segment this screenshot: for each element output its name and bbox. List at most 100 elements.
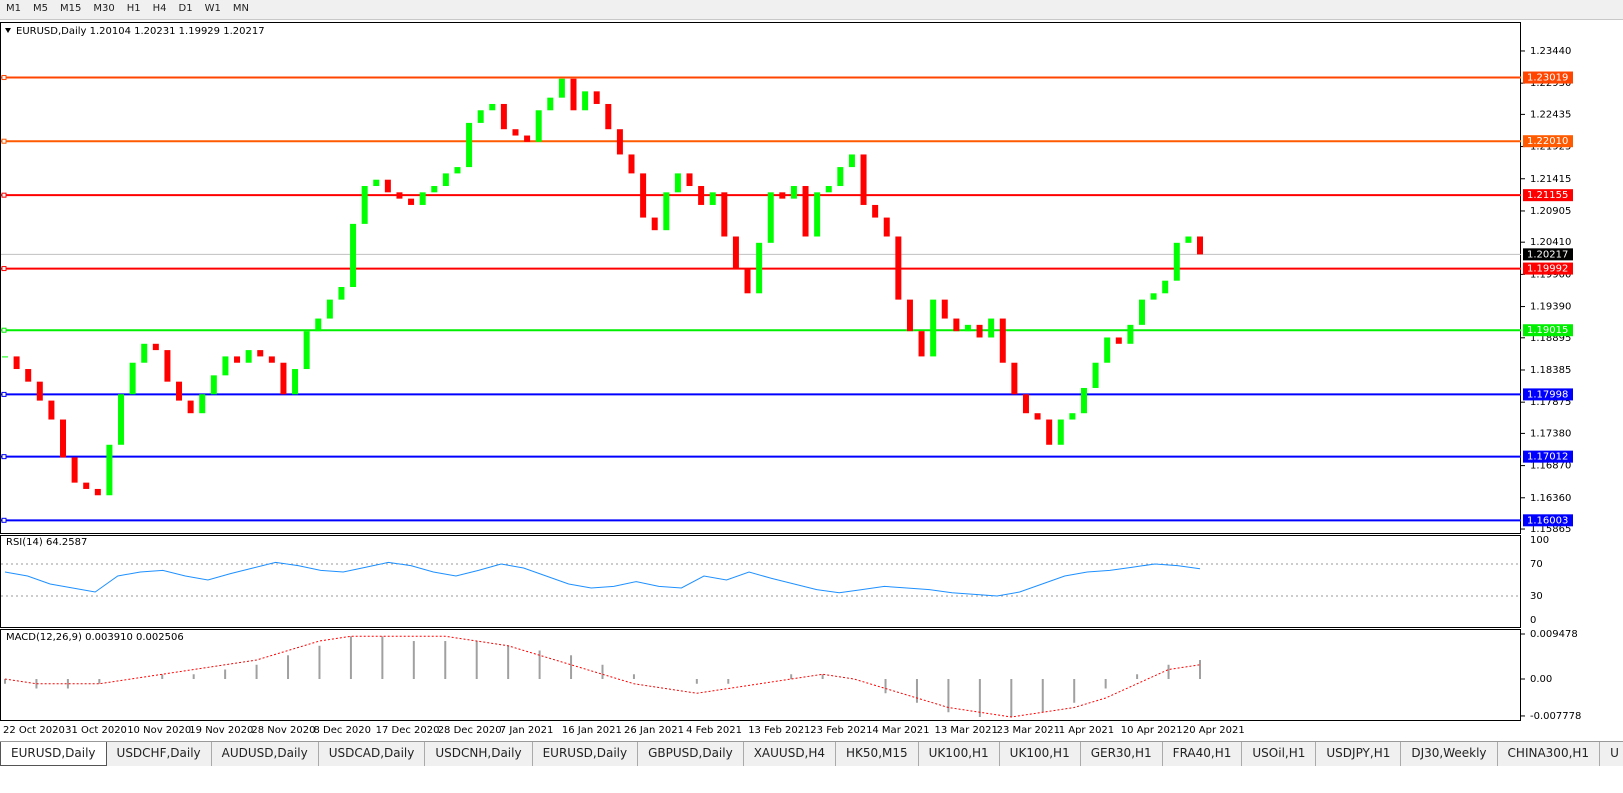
candle xyxy=(953,318,960,332)
timeframe-button[interactable]: H4 xyxy=(152,3,167,14)
candle xyxy=(83,482,90,489)
x-tick-label: 31 Oct 2020 xyxy=(65,725,127,736)
candle xyxy=(1138,299,1145,325)
timeframe-button[interactable]: M15 xyxy=(60,3,82,14)
timeframe-button[interactable]: M5 xyxy=(33,3,48,14)
level-handle xyxy=(1,327,7,333)
candle xyxy=(71,457,78,483)
candle xyxy=(779,192,786,199)
macd-frame xyxy=(0,629,1521,721)
candle xyxy=(141,343,148,363)
candle xyxy=(373,179,380,187)
y-tick-label: 1.17875 xyxy=(1530,397,1571,408)
chart-tab[interactable]: AUDUSD,Daily xyxy=(212,742,319,766)
candle xyxy=(547,97,554,111)
candle xyxy=(605,103,612,130)
candle xyxy=(384,179,391,193)
candle xyxy=(13,356,20,370)
chart-tab[interactable]: DJ30,Weekly xyxy=(1401,742,1498,766)
candle xyxy=(431,186,438,193)
candle xyxy=(1127,324,1134,344)
y-tick-label: 1.22435 xyxy=(1530,109,1571,120)
x-tick-label: 4 Feb 2021 xyxy=(686,725,742,736)
chart-tab[interactable]: USDCHF,Daily xyxy=(107,742,212,766)
chart-tab[interactable]: USOil,H1 xyxy=(1242,742,1317,766)
candle xyxy=(419,192,426,205)
timeframe-button[interactable]: M30 xyxy=(93,3,115,14)
level-label: 1.19992 xyxy=(1527,264,1568,275)
y-tick-label: 1.22930 xyxy=(1530,78,1571,89)
candle xyxy=(628,154,635,174)
candle xyxy=(25,369,32,382)
x-tick-label: 7 Jan 2021 xyxy=(500,725,554,736)
candle xyxy=(1104,337,1111,363)
timeframe-button[interactable]: M1 xyxy=(6,3,21,14)
candle xyxy=(396,192,403,199)
chart-tab[interactable]: FRA40,H1 xyxy=(1163,742,1243,766)
candle xyxy=(500,103,507,130)
candle xyxy=(466,122,473,168)
timeframe-button[interactable]: D1 xyxy=(178,3,193,14)
candle xyxy=(361,186,368,224)
candle xyxy=(152,343,159,351)
y-tick-label: 1.17380 xyxy=(1530,428,1571,439)
level-label: 1.23019 xyxy=(1527,73,1568,84)
chart-tab[interactable]: UK100,H1 xyxy=(919,742,1000,766)
y-tick-label: 1.23440 xyxy=(1530,46,1571,57)
x-tick-label: 22 Oct 2020 xyxy=(3,725,65,736)
level-handle xyxy=(1,138,7,144)
candle xyxy=(257,350,264,357)
candle xyxy=(593,91,600,104)
macd-tick-label: 0.00 xyxy=(1530,674,1552,685)
x-tick-label: 4 Mar 2021 xyxy=(872,725,929,736)
timeframe-button[interactable]: MN xyxy=(232,3,249,14)
chart-tab[interactable]: HK50,M15 xyxy=(836,742,919,766)
candle xyxy=(164,350,171,382)
timeframe-button[interactable]: W1 xyxy=(204,3,221,14)
chart-tab[interactable]: XAUUSD,H4 xyxy=(744,742,837,766)
candle xyxy=(570,78,577,111)
chart-tab[interactable]: USDCNH,Daily xyxy=(425,742,533,766)
chart-tab[interactable]: UK100,H1 xyxy=(1000,742,1081,766)
candle xyxy=(245,350,252,363)
x-tick-label: 20 Apr 2021 xyxy=(1183,725,1245,736)
y-tick-label: 1.20410 xyxy=(1530,237,1571,248)
chart-tab[interactable]: CHINA300,H1 xyxy=(1498,742,1601,766)
candle xyxy=(558,78,565,98)
candle xyxy=(732,236,739,269)
chart-tab[interactable]: GER30,H1 xyxy=(1081,742,1163,766)
level-box xyxy=(1523,71,1573,84)
candle xyxy=(999,318,1006,363)
chart-tab[interactable]: EURUSD,Daily xyxy=(533,742,639,766)
candle xyxy=(442,173,449,187)
candle xyxy=(199,394,206,414)
level-box xyxy=(1523,262,1573,275)
x-tick-label: 17 Dec 2020 xyxy=(376,725,440,736)
candle xyxy=(883,217,890,237)
candle xyxy=(1046,419,1053,445)
candle xyxy=(825,186,832,193)
candle xyxy=(303,331,310,370)
rsi-tick-label: 70 xyxy=(1530,559,1543,570)
candle xyxy=(280,362,287,395)
chart-tab[interactable]: USDCAD,Daily xyxy=(319,742,426,766)
chart-tab[interactable]: GBPUSD,Daily xyxy=(638,742,744,766)
chart-tab[interactable]: EURUSD,Daily xyxy=(0,742,107,766)
candle xyxy=(964,324,971,332)
level-box xyxy=(1523,135,1573,148)
candle xyxy=(1022,394,1029,414)
candle xyxy=(988,318,995,338)
timeframe-button[interactable]: H1 xyxy=(126,3,141,14)
candle xyxy=(1150,293,1157,300)
level-box xyxy=(1523,189,1573,202)
candle xyxy=(1069,413,1076,420)
chart-tab[interactable]: U xyxy=(1600,742,1623,766)
level-box xyxy=(1523,450,1573,463)
chart-tab[interactable]: USDJPY,H1 xyxy=(1316,742,1402,766)
macd-tick-label: 0.009478 xyxy=(1530,629,1578,640)
y-tick-label: 1.18895 xyxy=(1530,333,1571,344)
y-tick-label: 1.16360 xyxy=(1530,493,1571,504)
candle xyxy=(408,198,415,205)
chart-header: EURUSD,Daily 1.20104 1.20231 1.19929 1.2… xyxy=(16,26,265,37)
